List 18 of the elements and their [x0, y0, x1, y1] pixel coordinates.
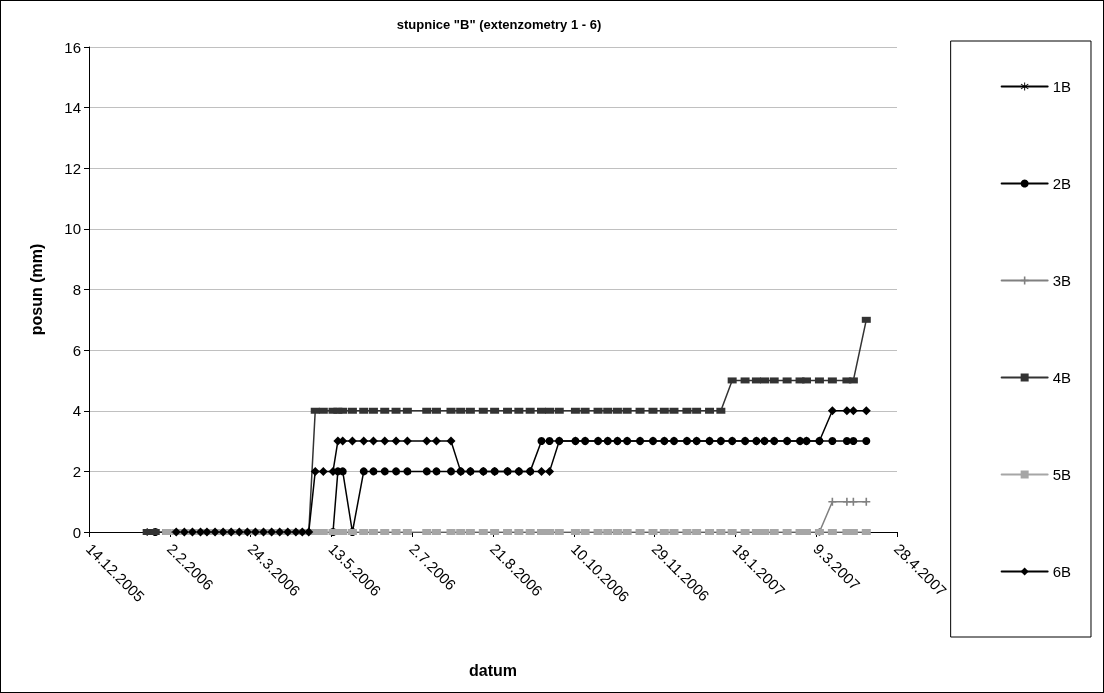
legend-label: 1B	[1052, 78, 1072, 95]
y-tick-label: 2	[72, 462, 81, 480]
y-tick-label: 10	[64, 220, 81, 238]
y-tick-label: 16	[64, 38, 81, 56]
y-tick-label: 0	[72, 523, 81, 541]
legend-label: 4B	[1052, 369, 1072, 386]
legend-label: 5B	[1052, 466, 1072, 483]
y-tick-label: 6	[72, 341, 81, 359]
y-tick-label: 4	[72, 402, 81, 420]
x-axis-title: datum	[469, 661, 517, 679]
chart-title: stupnice "B" (extenzometry 1 - 6)	[396, 17, 602, 32]
y-tick-label: 14	[64, 99, 81, 117]
y-tick-label: 12	[64, 159, 81, 177]
legend-label: 3B	[1052, 272, 1072, 289]
legend-label: 6B	[1052, 563, 1072, 580]
y-axis-title: posun (mm)	[27, 243, 45, 336]
legend-label: 2B	[1052, 175, 1072, 192]
y-tick-label: 8	[72, 281, 81, 298]
